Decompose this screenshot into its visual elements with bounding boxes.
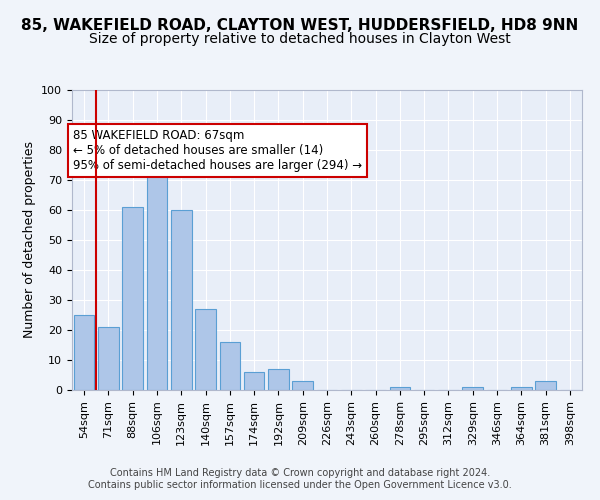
Bar xyxy=(535,381,556,390)
Bar xyxy=(244,372,265,390)
Text: Size of property relative to detached houses in Clayton West: Size of property relative to detached ho… xyxy=(89,32,511,46)
Bar xyxy=(195,309,216,390)
Bar xyxy=(74,315,94,390)
Bar xyxy=(389,387,410,390)
Bar xyxy=(511,387,532,390)
Text: 85 WAKEFIELD ROAD: 67sqm
← 5% of detached houses are smaller (14)
95% of semi-de: 85 WAKEFIELD ROAD: 67sqm ← 5% of detache… xyxy=(73,129,362,172)
Bar xyxy=(146,153,167,390)
Text: Contains HM Land Registry data © Crown copyright and database right 2024.
Contai: Contains HM Land Registry data © Crown c… xyxy=(88,468,512,490)
Bar xyxy=(268,369,289,390)
Text: 85, WAKEFIELD ROAD, CLAYTON WEST, HUDDERSFIELD, HD8 9NN: 85, WAKEFIELD ROAD, CLAYTON WEST, HUDDER… xyxy=(22,18,578,32)
Bar xyxy=(98,327,119,390)
Bar xyxy=(171,210,191,390)
Bar xyxy=(122,207,143,390)
Bar xyxy=(292,381,313,390)
Y-axis label: Number of detached properties: Number of detached properties xyxy=(23,142,36,338)
Bar xyxy=(463,387,483,390)
Bar xyxy=(220,342,240,390)
